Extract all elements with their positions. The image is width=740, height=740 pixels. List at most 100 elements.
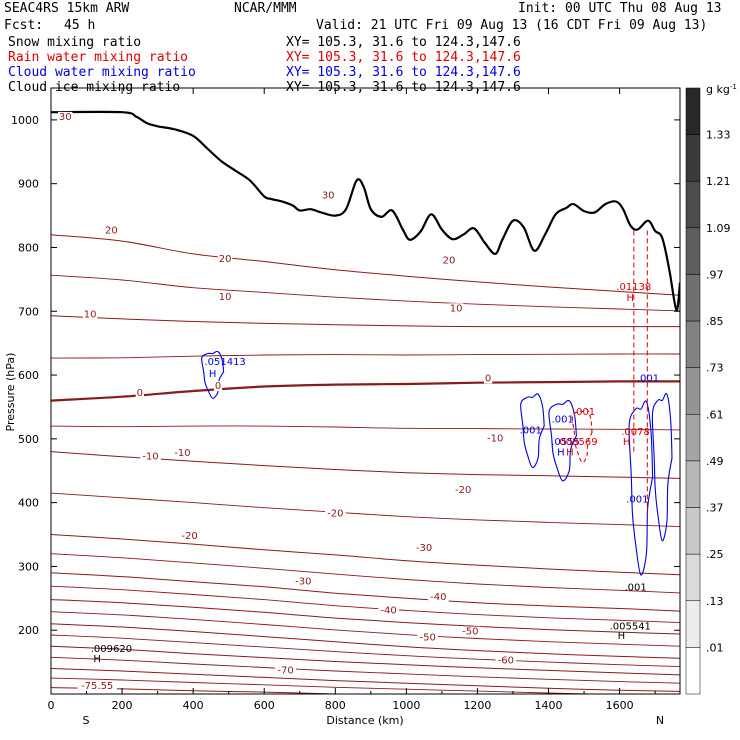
temperature-contour--75.55: [51, 687, 361, 694]
y-tick-label: 300: [18, 560, 39, 573]
colorbar-label: .73: [706, 362, 724, 375]
field-xy-cloud-water: XY= 105.3, 31.6 to 124.3,147.6: [286, 65, 521, 80]
temperature-label: -75.55: [81, 681, 113, 692]
temperature-label-bg: [58, 111, 73, 122]
field-xy-rain: XY= 105.3, 31.6 to 124.3,147.6: [286, 50, 521, 65]
x-tick-label: 1000: [392, 699, 420, 712]
forecast-hours: 45 h: [64, 18, 96, 33]
temperature-label: 20: [219, 254, 232, 265]
field-name-snow: Snow mixing ratio: [8, 35, 142, 50]
temperature-label-bg: [82, 309, 98, 320]
model-title: SEAC4RS 15km ARW: [4, 1, 130, 16]
temperature-label-bg: [378, 605, 399, 616]
temperature-label-bg: [77, 680, 117, 691]
temperature-label-bg: [428, 592, 449, 603]
y-tick-label: 200: [18, 624, 39, 637]
x-tick-label: 200: [112, 699, 133, 712]
temperature-contour--60: [51, 645, 680, 676]
temperature-label: -10: [174, 448, 190, 459]
y-tick-label: 1000: [11, 114, 39, 127]
field-name-rain: Rain water mixing ratio: [8, 50, 189, 65]
x-end-label-south: S: [83, 714, 90, 727]
colorbar-swatch: [685, 134, 701, 182]
temperature-label-bg: [460, 626, 481, 637]
x-tick-label: 1600: [606, 699, 634, 712]
colorbar-swatch: [685, 600, 701, 648]
cloud-ice-label: .009620: [91, 644, 132, 655]
colorbar-label: .49: [706, 455, 724, 468]
axes: 0 200 400 600 800 1000 1200 1400 160010009008007…: [11, 88, 680, 712]
x-end-label-north: N: [656, 714, 664, 727]
y-tick-label: 500: [18, 433, 39, 446]
terrain-surface: [51, 110, 680, 312]
x-tick-label: 600: [254, 699, 275, 712]
rain-water-label: H: [623, 437, 631, 448]
temperature-contour--30: [51, 572, 680, 612]
temperature-contour--20: [51, 534, 680, 576]
colorbar-swatch: [685, 227, 701, 275]
temperature-label-bg: [172, 448, 193, 459]
temperature-label-bg: [495, 655, 517, 666]
temperature-contour-minor: [51, 274, 680, 312]
temperature-label: 10: [450, 303, 463, 314]
colorbar-label: .97: [706, 268, 724, 281]
temperature-label-bg: [324, 508, 346, 519]
temperature-label-bg: [217, 254, 233, 265]
temperature-label: -10: [487, 433, 503, 444]
colorbar-swatch: [685, 414, 701, 462]
temperature-label-bg: [417, 632, 438, 643]
cloud-water-label: .051413: [204, 357, 245, 368]
temperature-label: 10: [84, 310, 97, 321]
temperature-label-bg: [484, 373, 493, 384]
cloud-ice-label: .001: [624, 583, 646, 594]
temperature-label: 0: [215, 381, 221, 392]
temperature-label-bg: [452, 485, 474, 496]
temperature-contour--40: [51, 599, 680, 635]
rain-water-label: .008569: [556, 437, 597, 448]
temperature-label: 0: [137, 388, 143, 399]
temperature-label-bg: [104, 225, 119, 236]
y-tick-label: 400: [18, 497, 39, 510]
temperature-contour--70: [51, 668, 680, 692]
temperature-label-bg: [140, 451, 161, 462]
temperature-label: 20: [443, 255, 456, 266]
temperature-label: -20: [455, 485, 471, 496]
x-tick-label: 800: [325, 699, 346, 712]
terrain-line: [51, 110, 680, 312]
temperature-label: -50: [420, 632, 436, 643]
temperature-contour-minor: [51, 553, 680, 594]
field-name-cloud-water: Cloud water mixing ratio: [8, 65, 196, 80]
colorbar-unit: g kg-1: [706, 83, 737, 96]
temperature-label: 30: [59, 112, 72, 123]
temperature-label-bg: [179, 530, 200, 541]
temperature-label: -40: [380, 606, 396, 617]
rain-water-label: .01138: [616, 282, 651, 293]
cloud-water-label: H: [209, 369, 217, 380]
temperature-contour--50: [51, 623, 680, 659]
snow-label: H: [618, 631, 626, 642]
temperature-label-bg: [213, 381, 223, 392]
x-axis-label: Distance (km): [326, 714, 403, 727]
snow-label: .005541: [610, 622, 651, 633]
temperature-label-bg: [448, 303, 464, 314]
colorbar-label: .61: [706, 408, 724, 421]
colorbar-swatch: [685, 180, 701, 229]
colorbar-swatch: [685, 553, 701, 602]
temperature-contour-minor: [51, 353, 680, 359]
cloud-water-label: H: [557, 447, 565, 458]
cloud-water-label: .001: [520, 426, 542, 437]
cloud-water-contour: [651, 392, 673, 542]
rain-water-contour: [571, 408, 593, 464]
temperature-contour-minor: [51, 585, 680, 624]
temperature-contour-minor: [51, 656, 680, 684]
rain-water-label: .0078: [621, 427, 650, 438]
y-tick-label: 600: [18, 369, 39, 382]
temperature-label: -20: [327, 509, 343, 520]
y-tick-label: 800: [18, 241, 39, 254]
organization: NCAR/MMM: [234, 1, 297, 16]
temperature-contours: [51, 234, 680, 694]
cloud-water-label: .001: [637, 373, 659, 384]
temperature-label-bg: [275, 665, 296, 676]
temperature-contour-minor: [51, 492, 680, 528]
